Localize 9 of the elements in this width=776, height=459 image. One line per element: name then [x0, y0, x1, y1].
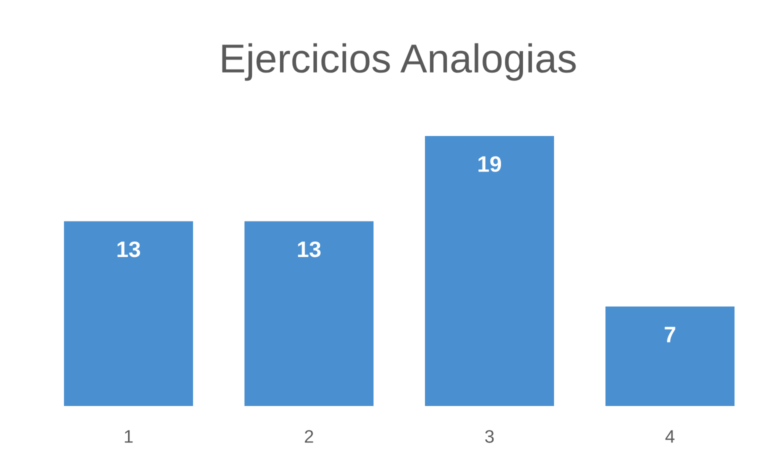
x-tick-label: 4	[665, 430, 674, 443]
data-label: 7	[664, 326, 676, 342]
x-tick-label: 3	[485, 430, 494, 443]
x-tick-label: 1	[124, 430, 133, 443]
x-tick-label: 2	[304, 430, 314, 443]
data-label: 13	[118, 241, 140, 258]
data-label: 13	[298, 241, 321, 258]
chart-title: Ejercicios Analogias	[222, 43, 576, 81]
data-label: 19	[478, 156, 502, 172]
